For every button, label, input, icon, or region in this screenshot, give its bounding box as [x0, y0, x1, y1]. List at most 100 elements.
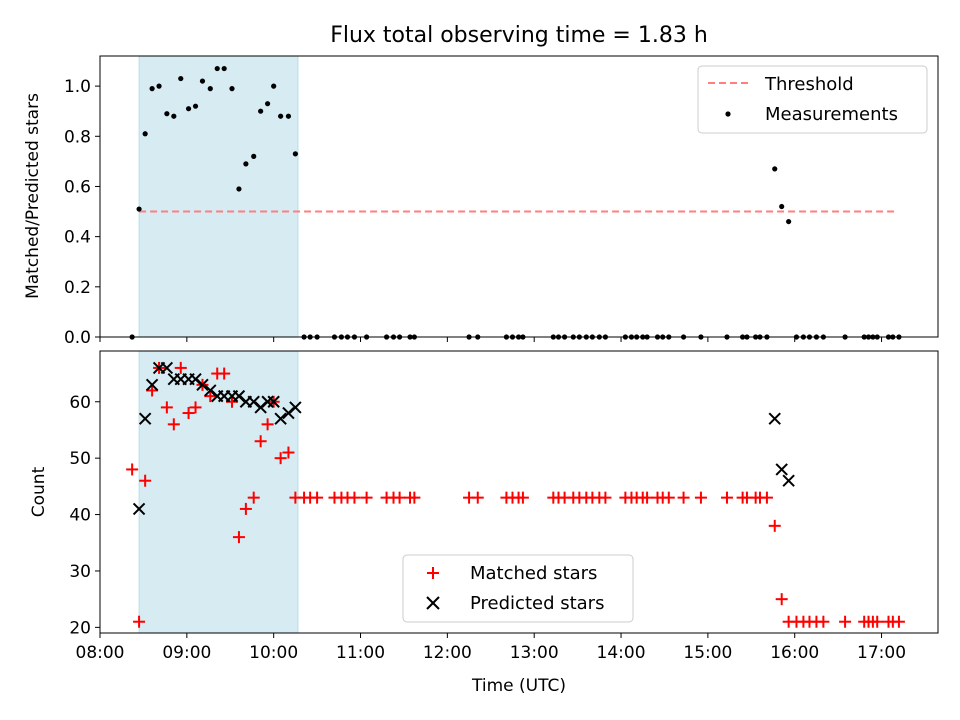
measurement-point	[292, 151, 298, 157]
measurement-point	[243, 161, 249, 167]
y-tick-label: 0.2	[64, 278, 91, 298]
predicted-marker-b	[274, 412, 287, 425]
matched-star-marker	[247, 491, 260, 504]
top-y-axis: 0.0 0.2 0.4 0.6 0.8 1.0	[64, 77, 100, 348]
matched-star-marker	[274, 452, 287, 465]
measurement-point	[786, 218, 792, 225]
bottom-legend-box	[402, 554, 634, 623]
x-tick-label: 14:00	[597, 643, 646, 663]
bottom-highlight-span	[138, 350, 299, 634]
predicted-star-marker	[274, 412, 287, 425]
bottom-legend: Matched stars Predicted stars	[402, 554, 634, 623]
x-tick-label: 13:00	[510, 643, 559, 663]
matched-star-marker	[677, 491, 690, 504]
top-highlight-span	[138, 55, 299, 338]
predicted-marker-b	[145, 378, 159, 392]
matched-star-marker	[218, 367, 231, 380]
matched-star-marker	[225, 395, 238, 408]
measurement-point	[214, 65, 220, 72]
y-tick-label: 20	[69, 618, 91, 638]
x-tick-label: 12:00	[423, 643, 472, 663]
predicted-marker-b	[775, 463, 788, 476]
matched-star-marker	[720, 491, 733, 504]
matched-star-marker	[261, 418, 274, 431]
predicted-marker-b	[204, 384, 217, 397]
matched-star-marker	[760, 491, 773, 504]
y-tick-label: 0.0	[64, 328, 91, 348]
matched-star-marker	[641, 491, 654, 504]
measurement-point	[285, 113, 292, 119]
measurement-point	[164, 111, 170, 117]
top-legend-box	[697, 65, 928, 134]
y-tick-label: 1.0	[64, 77, 91, 97]
legend-threshold-label: Threshold	[764, 74, 854, 95]
top-plot-frame	[99, 55, 939, 338]
measurement-point	[221, 65, 227, 72]
matched-star-marker	[232, 531, 245, 544]
y-tick-label: 50	[69, 449, 91, 469]
measurement-point	[171, 113, 177, 119]
matched-star-marker	[174, 361, 187, 374]
y-tick-label: 0.4	[64, 228, 91, 248]
predicted-star-marker	[782, 474, 795, 487]
matched-star-marker	[133, 615, 146, 628]
legend-measurements-label: Measurements	[765, 104, 898, 125]
y-tick-label: 0.6	[64, 177, 91, 197]
measurement-point	[192, 103, 199, 109]
predicted-marker-b	[160, 361, 174, 375]
matched-star-marker	[139, 474, 152, 487]
predicted-marker-b	[247, 395, 260, 408]
measurement-point	[271, 83, 277, 89]
top-y-axis-label: Matched/Predicted stars	[23, 93, 43, 299]
matched-star-marker	[694, 491, 707, 504]
measurement-point	[236, 186, 242, 192]
matched-star-marker	[471, 491, 484, 504]
predicted-star-marker	[160, 361, 174, 375]
predicted-marker-b	[132, 502, 146, 516]
predicted-marker-b	[267, 395, 280, 408]
matched-star-marker	[892, 615, 905, 628]
y-tick-label: 0.8	[64, 127, 91, 147]
measurement-point	[779, 203, 785, 210]
predicted-star-marker	[132, 502, 146, 516]
matched-star-marker	[839, 615, 852, 628]
bottom-y-axis: 20 30 40 50 60	[69, 393, 100, 638]
y-tick-label: 30	[69, 562, 91, 582]
top-x-ticks	[99, 337, 883, 342]
x-tick-label: 08:00	[76, 643, 125, 663]
matched-star-marker	[871, 615, 884, 628]
measurement-point	[265, 101, 271, 107]
bottom-y-axis-label: Count	[29, 466, 49, 517]
matched-star-marker	[817, 615, 830, 628]
predicted-star-marker	[145, 378, 159, 392]
matched-star-marker	[360, 491, 373, 504]
x-axis-label: Time (UTC)	[471, 676, 566, 696]
matched-star-marker	[393, 491, 406, 504]
matched-stars-points	[126, 361, 905, 628]
matched-star-marker	[516, 491, 529, 504]
predicted-marker-b	[189, 372, 202, 386]
x-tick-label: 10:00	[249, 643, 298, 663]
measurement-point	[142, 131, 148, 137]
top-panel: 0.0 0.2 0.4 0.6 0.8 1.0 Matched/Predicted sta…	[23, 55, 939, 348]
predicted-star-marker	[768, 412, 781, 425]
measurement-point	[278, 113, 284, 119]
x-tick-label: 11:00	[336, 643, 385, 663]
predicted-marker-b	[196, 378, 209, 392]
predicted-star-marker	[289, 401, 302, 414]
bottom-plot-frame	[99, 350, 939, 634]
matched-star-marker	[189, 401, 202, 414]
chart-title: Flux total observing time = 1.83 h	[330, 23, 708, 48]
matched-star-marker	[204, 390, 217, 403]
measurement-point	[772, 166, 778, 172]
matched-star-marker	[599, 491, 612, 504]
predicted-stars-points	[132, 361, 795, 516]
matched-star-marker	[126, 463, 139, 476]
matched-star-marker	[182, 407, 195, 420]
x-tick-label: 16:00	[770, 643, 819, 663]
matched-star-marker	[348, 491, 361, 504]
predicted-marker-b	[768, 412, 781, 425]
x-tick-label: 09:00	[162, 643, 211, 663]
bottom-panel: 20 30 40 50 60 08:00 09:00 10:00 11:00 12:00 13:0…	[29, 350, 939, 696]
